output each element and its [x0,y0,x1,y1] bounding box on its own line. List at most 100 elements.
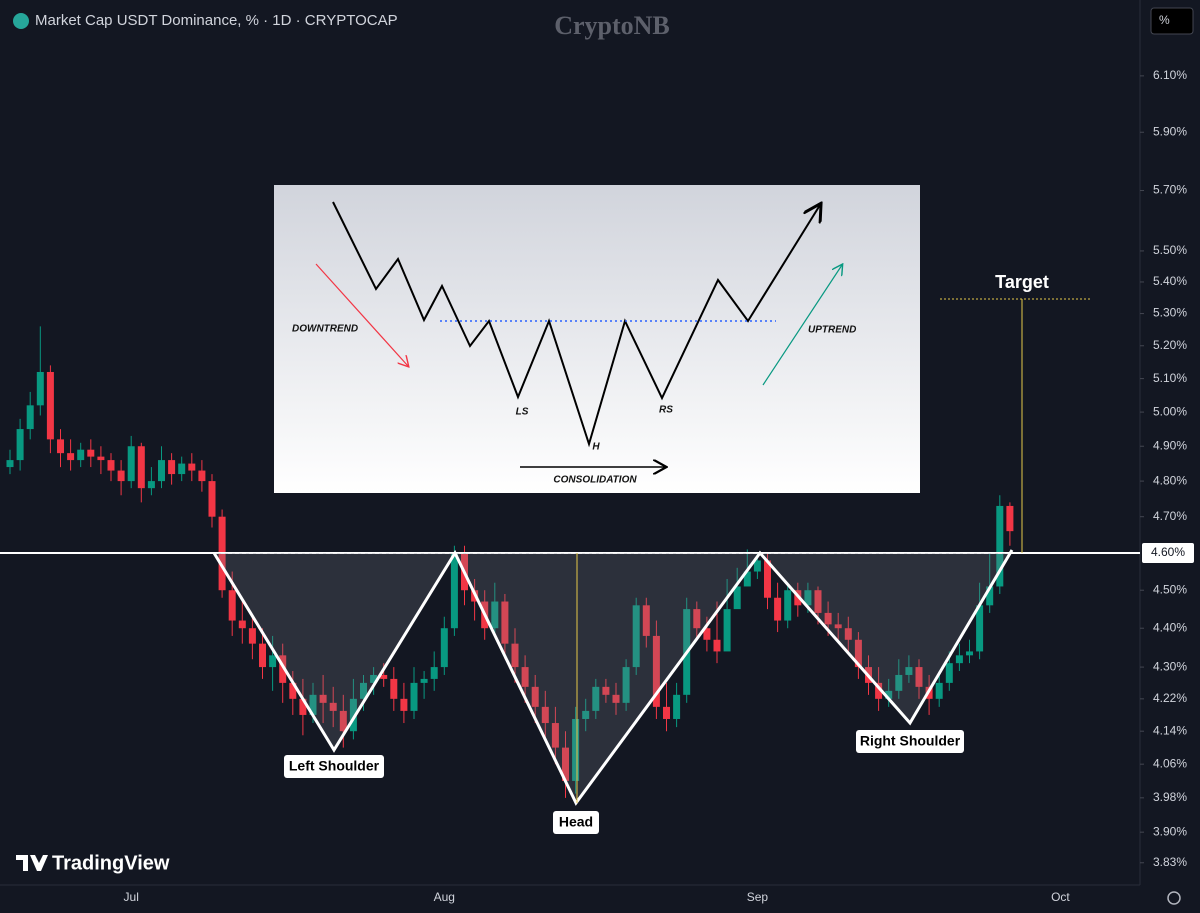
candle-body [511,643,519,668]
candle-body [966,651,973,656]
candle-body [622,667,630,703]
scale-button[interactable] [1150,7,1194,35]
candle-body [602,686,610,695]
y-tick-label: 5.20% [1153,338,1187,352]
candle-body [188,463,196,471]
watermark: CryptoNB [554,11,670,40]
candle-body [642,605,650,636]
candle-body [430,667,438,679]
inset-path [332,202,820,448]
candle-body [329,702,337,711]
candle-body [693,609,701,629]
candle-body [501,601,509,644]
brand-logo [16,855,48,871]
price-label: 4.60% [1151,545,1185,559]
inset-text: H [592,442,600,453]
head-label: Head [559,814,593,830]
candle-body [137,446,145,489]
candle-body [299,698,307,715]
candle-body [713,639,721,652]
y-axis: 6.10% 5.90% 5.70% 5.50% 5.40% 5.30% 5.20% 5.10%… [124,68,1188,904]
candle-body [551,723,559,748]
candle-body [905,667,913,675]
candle-body [955,655,963,664]
candle-body [117,470,125,482]
candle-body [491,601,499,629]
target-label: Target [995,272,1049,292]
candle-body [592,686,600,711]
candle-body [450,553,458,629]
candle-body [77,449,85,461]
scale-button-label[interactable]: % [1159,13,1170,27]
right-shoulder-label: Right Shoulder [860,733,961,749]
candle-body [663,706,670,719]
candle-body [87,449,95,457]
inset-diagram [274,185,920,493]
pattern-line [212,549,1014,806]
candle-body [46,371,54,440]
candle-body [248,628,256,644]
candle-body [541,706,549,724]
candle-body [582,710,590,719]
candle-body [733,586,741,610]
inset-arrow [315,263,408,366]
candle-body [703,628,711,640]
candle-body [319,694,327,703]
candle-body [370,674,378,683]
candle-body [885,690,893,699]
candle-body [945,663,953,683]
chart-title: Market Cap USDT Dominance, % · 1D · CRYP… [35,12,398,29]
candle-body [178,463,186,475]
candle-body [753,560,761,572]
candle-body [743,571,751,587]
candle-body [875,682,883,699]
candle-body [228,590,236,621]
y-tick-label: 5.10% [1153,371,1187,385]
y-tick-label: 5.40% [1153,274,1187,288]
candle-body [158,460,165,482]
candle-body [521,667,529,687]
candle-body [279,655,287,683]
candle-body [935,682,943,699]
label-box [284,755,384,778]
candle-body [400,698,408,711]
y-tick-label: 5.50% [1153,243,1187,257]
candle-body [531,686,539,707]
candle-body [824,612,832,625]
label-box [553,811,599,834]
candle-body [16,429,24,461]
inset-arrow [762,265,842,386]
label-box [856,730,964,753]
candle-body [269,655,277,668]
candle-body [986,586,994,606]
candle-body [854,639,862,668]
y-tick-label: 4.06% [1153,756,1187,770]
candle-body [360,682,367,699]
candle-body [259,643,266,668]
candle-body [67,453,75,461]
candle-body [774,597,782,621]
candle-body [97,456,105,461]
candle-body [380,674,388,679]
candle-body [572,718,580,781]
candle-body [834,624,842,629]
symbol-icon [13,13,29,29]
y-tick-label: 4.40% [1153,620,1187,634]
candle-body [208,481,216,517]
y-tick-label: 4.50% [1153,582,1187,596]
y-tick-label: 4.70% [1153,509,1187,523]
candle-body [26,405,34,430]
inset-text: DOWNTREND [292,324,358,335]
candle-body [1006,505,1014,532]
y-tick-label: 6.10% [1153,68,1187,82]
candle-body [562,747,569,781]
settings-icon[interactable] [1167,891,1181,905]
candle-body [814,590,822,613]
candle-body [764,560,771,598]
inset-text: UPTREND [808,325,856,336]
candle-body [804,590,812,606]
candle-body [420,678,428,683]
candle-body [147,481,155,489]
candle-body [57,439,64,454]
